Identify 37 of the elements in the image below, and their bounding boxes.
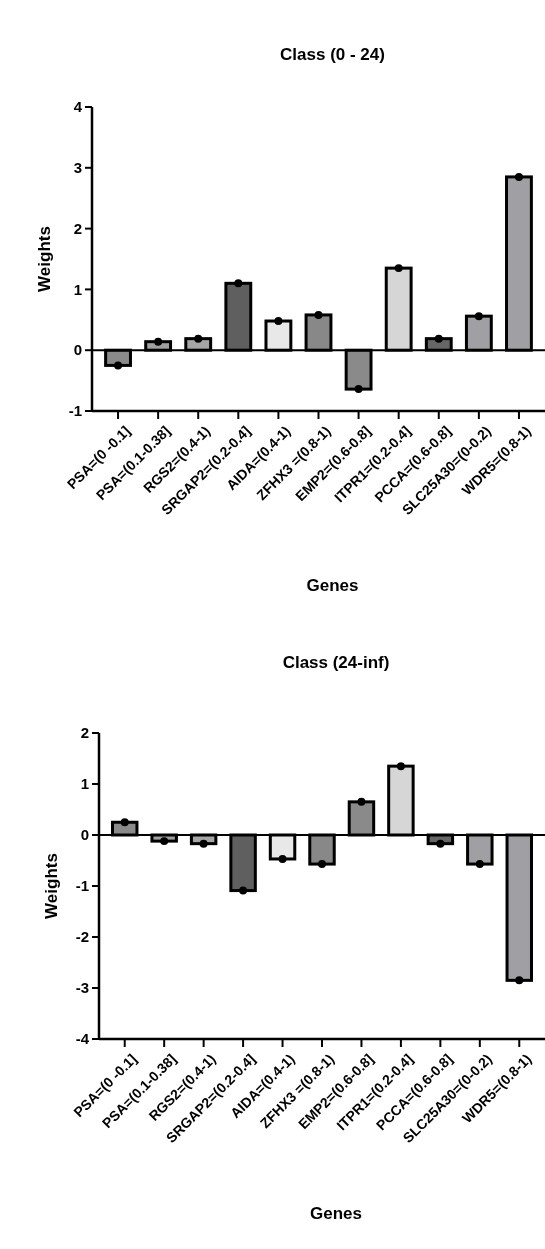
y-tick-label: -1 (68, 402, 82, 420)
point (514, 172, 523, 181)
y-tick-label: 2 (80, 724, 89, 742)
y-tick-label: -1 (75, 877, 89, 895)
y-tick-label: 4 (73, 98, 83, 116)
y-tick-label: 0 (73, 341, 82, 359)
y-tick-label: 1 (73, 280, 82, 298)
y-tick-label: 0 (80, 826, 89, 844)
y-axis-title: Weights (42, 853, 61, 919)
point (354, 385, 363, 394)
point (394, 264, 403, 273)
y-tick-label: -3 (75, 979, 89, 997)
point (120, 818, 129, 827)
point (274, 317, 283, 325)
point (396, 762, 405, 771)
y-tick-label: 2 (73, 219, 82, 237)
x-axis-title: Genes (306, 576, 359, 595)
chart-title: Class (24-inf) (282, 653, 390, 672)
y-axis-title: Weights (35, 226, 54, 292)
point (515, 976, 524, 985)
point (194, 334, 203, 343)
y-tick-label: -4 (75, 1030, 90, 1048)
point (434, 334, 443, 343)
y-tick-label: 1 (80, 775, 89, 793)
point (318, 860, 326, 869)
point (475, 860, 484, 869)
point (314, 310, 323, 319)
point (357, 797, 366, 806)
point (278, 854, 287, 863)
x-axis-title: Genes (310, 1204, 362, 1223)
y-tick-label: -2 (75, 928, 89, 946)
point (234, 279, 243, 288)
point (114, 361, 123, 370)
point (474, 312, 483, 321)
point (239, 886, 248, 895)
y-tick-label: 3 (73, 159, 82, 177)
chart-title: Class (0 - 24) (280, 45, 385, 64)
